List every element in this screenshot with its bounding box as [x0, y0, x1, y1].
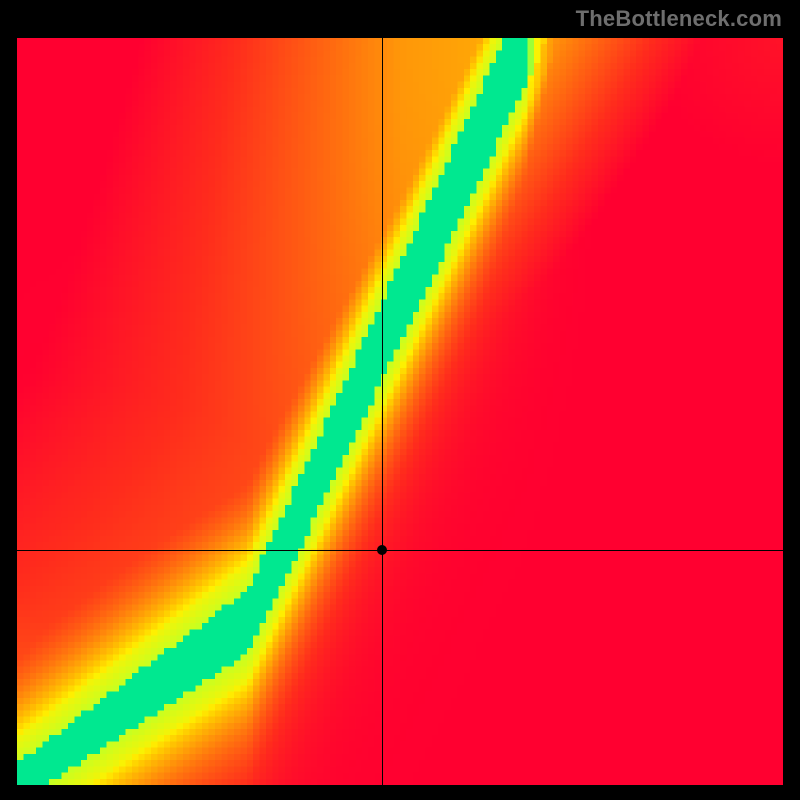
chart-frame: TheBottleneck.com: [0, 0, 800, 800]
watermark-text: TheBottleneck.com: [576, 6, 782, 32]
crosshair-vertical: [382, 38, 383, 785]
plot-area: [17, 38, 783, 785]
crosshair-horizontal: [17, 550, 783, 551]
crosshair-marker: [377, 545, 387, 555]
heatmap-canvas: [17, 38, 783, 785]
